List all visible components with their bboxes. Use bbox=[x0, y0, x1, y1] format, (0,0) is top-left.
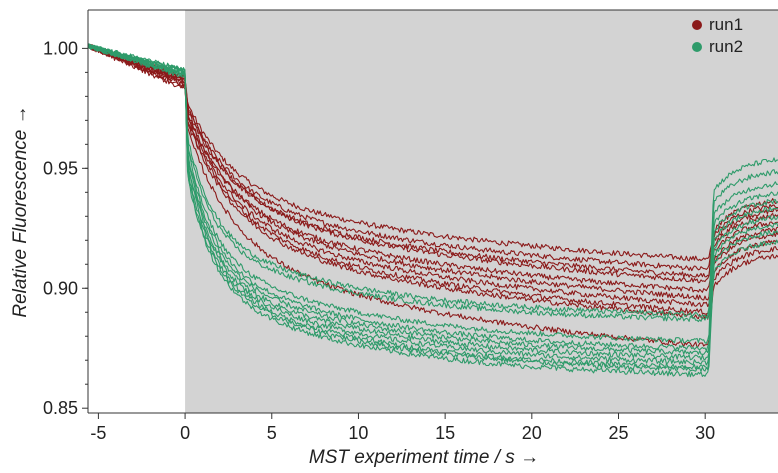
series-run1 bbox=[87, 43, 778, 348]
y-tick-label: 0.95 bbox=[43, 158, 78, 178]
legend-marker-run1 bbox=[692, 20, 702, 30]
trace-run2-3 bbox=[87, 43, 778, 344]
trace-run1-6 bbox=[87, 44, 778, 301]
legend-marker-run2 bbox=[692, 42, 702, 52]
trace-run1-10 bbox=[87, 45, 778, 348]
trace-run2-7 bbox=[87, 45, 778, 366]
trace-run2-8 bbox=[87, 44, 778, 370]
x-tick-label: 0 bbox=[180, 423, 190, 443]
y-tick-label: 0.90 bbox=[43, 278, 78, 298]
x-tick-label: 15 bbox=[435, 423, 455, 443]
series-run2 bbox=[87, 43, 778, 378]
trace-run2-10 bbox=[87, 45, 778, 378]
x-axis-title: MST experiment time / s → bbox=[309, 447, 539, 468]
y-tick-label: 1.00 bbox=[43, 38, 78, 58]
trace-run1-8 bbox=[87, 43, 778, 315]
trace-run2-6 bbox=[87, 44, 778, 361]
legend-label-run2: run2 bbox=[709, 37, 743, 56]
trace-run1-4 bbox=[87, 43, 778, 284]
traces-group bbox=[87, 43, 778, 378]
legend-label-run1: run1 bbox=[709, 15, 743, 34]
trace-run1-7 bbox=[87, 43, 778, 308]
trace-run2-5 bbox=[87, 43, 778, 355]
trace-run2-2 bbox=[87, 43, 778, 323]
y-axis-title: Relative Fluorescence → bbox=[10, 105, 31, 317]
x-tick-label: 25 bbox=[608, 423, 628, 443]
y-tick-label: 0.85 bbox=[43, 398, 78, 418]
trace-run1-3 bbox=[87, 44, 778, 278]
legend: run1 run2 bbox=[692, 15, 743, 56]
axes-group: -5 0 5 10 15 20 25 30 0.85 0.90 0.95 1.00 bbox=[43, 9, 778, 443]
trace-run2-1 bbox=[87, 43, 778, 318]
trace-run1-1 bbox=[87, 44, 778, 262]
x-tick-label: 30 bbox=[695, 423, 715, 443]
x-tick-label: 20 bbox=[522, 423, 542, 443]
x-tick-label: -5 bbox=[90, 423, 106, 443]
x-tick-label: 10 bbox=[348, 423, 368, 443]
trace-run2-4 bbox=[87, 44, 778, 352]
x-tick-label: 5 bbox=[267, 423, 277, 443]
